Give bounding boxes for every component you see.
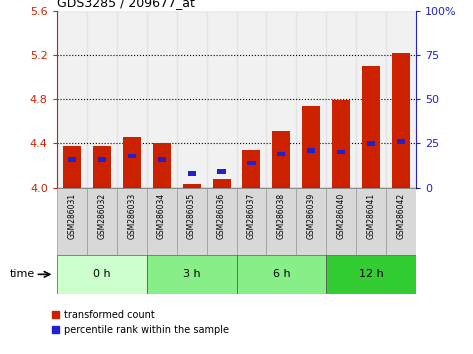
Text: 0 h: 0 h bbox=[93, 269, 111, 279]
Bar bbox=[87, 11, 117, 188]
Bar bbox=[326, 11, 356, 188]
Bar bbox=[236, 188, 266, 255]
Bar bbox=[367, 141, 376, 145]
Bar bbox=[68, 157, 76, 161]
Text: GSM286039: GSM286039 bbox=[307, 193, 316, 239]
Bar bbox=[176, 11, 207, 188]
Bar bbox=[57, 255, 147, 294]
Bar bbox=[117, 188, 147, 255]
Bar bbox=[158, 157, 166, 161]
Bar bbox=[187, 171, 196, 176]
Text: GSM286042: GSM286042 bbox=[397, 193, 406, 239]
Bar bbox=[266, 188, 297, 255]
Bar bbox=[266, 11, 297, 188]
Bar bbox=[337, 150, 345, 154]
Bar bbox=[326, 255, 416, 294]
Bar bbox=[57, 188, 87, 255]
Bar bbox=[386, 11, 416, 188]
Bar bbox=[326, 188, 356, 255]
Bar bbox=[297, 11, 326, 188]
Bar bbox=[93, 145, 111, 188]
Text: 3 h: 3 h bbox=[183, 269, 201, 279]
Text: GSM286036: GSM286036 bbox=[217, 193, 226, 239]
Bar bbox=[147, 188, 176, 255]
Bar bbox=[272, 131, 290, 188]
Bar bbox=[183, 184, 201, 188]
Bar bbox=[63, 145, 81, 188]
Text: GSM286034: GSM286034 bbox=[157, 193, 166, 239]
Text: GSM286038: GSM286038 bbox=[277, 193, 286, 239]
Bar bbox=[87, 188, 117, 255]
Bar bbox=[362, 66, 380, 188]
Text: GSM286041: GSM286041 bbox=[367, 193, 376, 239]
Bar bbox=[302, 106, 320, 188]
Bar bbox=[236, 11, 266, 188]
Bar bbox=[207, 188, 236, 255]
Bar bbox=[153, 143, 171, 188]
Bar bbox=[207, 11, 236, 188]
Text: 6 h: 6 h bbox=[272, 269, 290, 279]
Text: GSM286040: GSM286040 bbox=[337, 193, 346, 239]
Text: 12 h: 12 h bbox=[359, 269, 384, 279]
Text: GSM286033: GSM286033 bbox=[127, 193, 136, 239]
Text: GSM286032: GSM286032 bbox=[97, 193, 106, 239]
Text: GSM286037: GSM286037 bbox=[247, 193, 256, 239]
Bar bbox=[212, 179, 230, 188]
Bar bbox=[392, 53, 410, 188]
Bar bbox=[397, 139, 405, 144]
Text: GDS3285 / 209677_at: GDS3285 / 209677_at bbox=[57, 0, 194, 10]
Legend: transformed count, percentile rank within the sample: transformed count, percentile rank withi… bbox=[52, 310, 229, 335]
Bar bbox=[57, 11, 87, 188]
Bar bbox=[117, 11, 147, 188]
Bar bbox=[247, 161, 255, 165]
Bar bbox=[123, 137, 140, 188]
Text: GSM286031: GSM286031 bbox=[67, 193, 76, 239]
Bar bbox=[307, 148, 315, 153]
Bar bbox=[147, 255, 236, 294]
Bar bbox=[356, 188, 386, 255]
Bar bbox=[356, 11, 386, 188]
Bar bbox=[218, 170, 226, 174]
Bar bbox=[97, 157, 106, 161]
Bar bbox=[386, 188, 416, 255]
Bar bbox=[147, 11, 176, 188]
Bar bbox=[128, 154, 136, 158]
Text: GSM286035: GSM286035 bbox=[187, 193, 196, 239]
Bar bbox=[236, 255, 326, 294]
Bar bbox=[297, 188, 326, 255]
Bar bbox=[277, 152, 286, 156]
Bar bbox=[333, 100, 350, 188]
Bar bbox=[243, 150, 261, 188]
Bar bbox=[176, 188, 207, 255]
Text: time: time bbox=[9, 269, 35, 279]
